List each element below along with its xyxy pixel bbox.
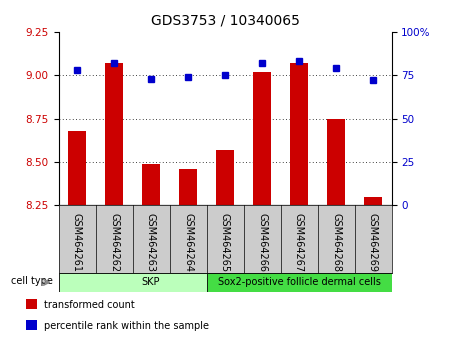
Bar xyxy=(207,273,392,292)
Text: GSM464261: GSM464261 xyxy=(72,213,82,272)
Text: GSM464267: GSM464267 xyxy=(294,213,304,273)
Bar xyxy=(58,273,243,292)
Bar xyxy=(142,164,160,205)
Bar xyxy=(68,131,86,205)
Bar xyxy=(26,320,37,330)
Text: GSM464262: GSM464262 xyxy=(109,213,119,273)
Bar xyxy=(327,119,345,205)
Text: Sox2-positive follicle dermal cells: Sox2-positive follicle dermal cells xyxy=(217,277,380,287)
Text: SKP: SKP xyxy=(142,277,160,287)
Bar xyxy=(179,169,197,205)
Text: transformed count: transformed count xyxy=(44,300,134,310)
Text: GSM464266: GSM464266 xyxy=(257,213,267,272)
Text: GSM464265: GSM464265 xyxy=(220,213,230,273)
Bar xyxy=(253,72,271,205)
Bar xyxy=(290,63,308,205)
Text: percentile rank within the sample: percentile rank within the sample xyxy=(44,321,208,331)
Text: GSM464264: GSM464264 xyxy=(183,213,193,272)
Title: GDS3753 / 10340065: GDS3753 / 10340065 xyxy=(151,14,299,28)
Bar xyxy=(26,298,37,309)
Bar xyxy=(216,150,234,205)
Text: GSM464268: GSM464268 xyxy=(331,213,341,272)
Text: GSM464263: GSM464263 xyxy=(146,213,156,272)
Bar xyxy=(364,196,382,205)
Text: GSM464269: GSM464269 xyxy=(368,213,378,272)
Bar xyxy=(105,63,123,205)
Text: cell type: cell type xyxy=(10,276,52,286)
